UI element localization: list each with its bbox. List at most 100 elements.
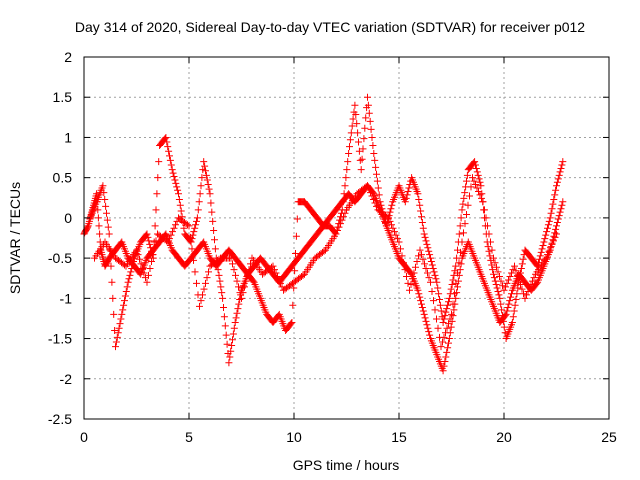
data-point bbox=[165, 147, 173, 155]
data-point bbox=[382, 222, 390, 230]
data-point bbox=[344, 158, 352, 166]
data-point bbox=[107, 262, 115, 270]
data-point bbox=[416, 293, 424, 301]
data-point bbox=[424, 244, 432, 252]
data-point bbox=[341, 182, 349, 190]
data-point bbox=[397, 245, 404, 253]
data-point bbox=[502, 283, 509, 291]
data-point bbox=[552, 186, 560, 194]
data-point bbox=[543, 228, 551, 236]
data-point bbox=[521, 294, 529, 302]
data-point bbox=[448, 281, 456, 289]
data-point bbox=[368, 192, 376, 200]
data-point bbox=[168, 166, 176, 174]
data-point bbox=[511, 301, 519, 309]
data-point bbox=[125, 275, 133, 283]
data-point bbox=[220, 304, 227, 312]
data-point bbox=[166, 235, 173, 243]
data-point bbox=[437, 307, 445, 315]
data-point bbox=[412, 263, 419, 271]
data-point bbox=[418, 213, 425, 221]
data-point bbox=[490, 270, 497, 278]
data-point bbox=[421, 314, 429, 322]
data-point bbox=[553, 218, 561, 226]
data-point bbox=[200, 285, 208, 293]
data-point bbox=[486, 252, 494, 260]
data-point bbox=[530, 274, 538, 282]
data-point bbox=[430, 297, 437, 305]
data-point bbox=[215, 271, 223, 279]
x-tick-label: 20 bbox=[496, 429, 512, 445]
data-point bbox=[413, 258, 421, 266]
data-point bbox=[352, 110, 360, 118]
y-tick-label: -2 bbox=[60, 371, 73, 387]
data-point bbox=[244, 271, 251, 279]
data-point bbox=[338, 216, 346, 224]
data-point bbox=[416, 201, 424, 209]
data-point bbox=[489, 266, 497, 274]
data-point bbox=[425, 274, 433, 282]
data-point bbox=[402, 194, 410, 202]
data-point bbox=[395, 238, 403, 246]
data-point bbox=[104, 223, 112, 231]
data-point bbox=[553, 178, 561, 186]
data-point bbox=[430, 268, 438, 276]
data-point bbox=[481, 206, 488, 214]
data-point bbox=[512, 267, 520, 275]
data-point bbox=[372, 163, 380, 171]
data-point bbox=[420, 230, 428, 238]
data-point bbox=[491, 259, 499, 267]
data-point bbox=[228, 341, 236, 349]
data-point bbox=[437, 343, 445, 351]
data-point bbox=[466, 192, 473, 200]
data-point bbox=[197, 182, 205, 190]
data-point bbox=[358, 155, 366, 163]
data-point bbox=[418, 300, 425, 308]
data-point bbox=[499, 282, 506, 290]
data-point bbox=[537, 248, 545, 256]
data-point bbox=[452, 262, 460, 270]
data-point bbox=[385, 214, 392, 222]
data-point bbox=[177, 207, 185, 215]
x-tick-labels: 0 5 10 15 20 25 bbox=[80, 429, 617, 445]
data-point bbox=[434, 324, 442, 332]
data-point bbox=[463, 210, 470, 218]
data-point bbox=[162, 133, 170, 141]
data-point bbox=[231, 318, 239, 326]
data-point bbox=[427, 254, 434, 262]
data-point bbox=[415, 196, 423, 204]
data-point bbox=[497, 300, 505, 308]
data-point bbox=[415, 290, 423, 298]
data-point bbox=[245, 266, 253, 274]
data-point bbox=[164, 238, 172, 246]
data-point bbox=[392, 231, 400, 239]
data-point bbox=[320, 247, 328, 255]
y-tick-label: 0 bbox=[64, 210, 72, 226]
data-point bbox=[555, 212, 563, 220]
data-point bbox=[140, 269, 148, 277]
data-point bbox=[386, 217, 394, 225]
data-point bbox=[387, 205, 395, 213]
data-point bbox=[467, 183, 475, 191]
data-point bbox=[287, 320, 295, 328]
data-point bbox=[374, 184, 382, 192]
data-point bbox=[185, 222, 193, 230]
data-point bbox=[444, 301, 452, 309]
data-point bbox=[461, 220, 469, 228]
data-point bbox=[452, 294, 460, 302]
data-point bbox=[470, 177, 478, 185]
data-marks bbox=[80, 93, 567, 375]
data-point bbox=[209, 217, 217, 225]
data-point bbox=[526, 284, 533, 292]
data-point bbox=[335, 223, 343, 231]
data-point bbox=[170, 224, 178, 232]
data-point bbox=[94, 206, 102, 214]
data-point bbox=[421, 260, 428, 268]
data-point bbox=[146, 264, 154, 272]
data-point bbox=[422, 264, 430, 272]
data-point bbox=[445, 335, 453, 343]
data-point bbox=[235, 300, 243, 308]
data-point bbox=[416, 246, 424, 254]
data-point bbox=[117, 315, 125, 323]
y-tick-label: -2.5 bbox=[48, 411, 72, 427]
